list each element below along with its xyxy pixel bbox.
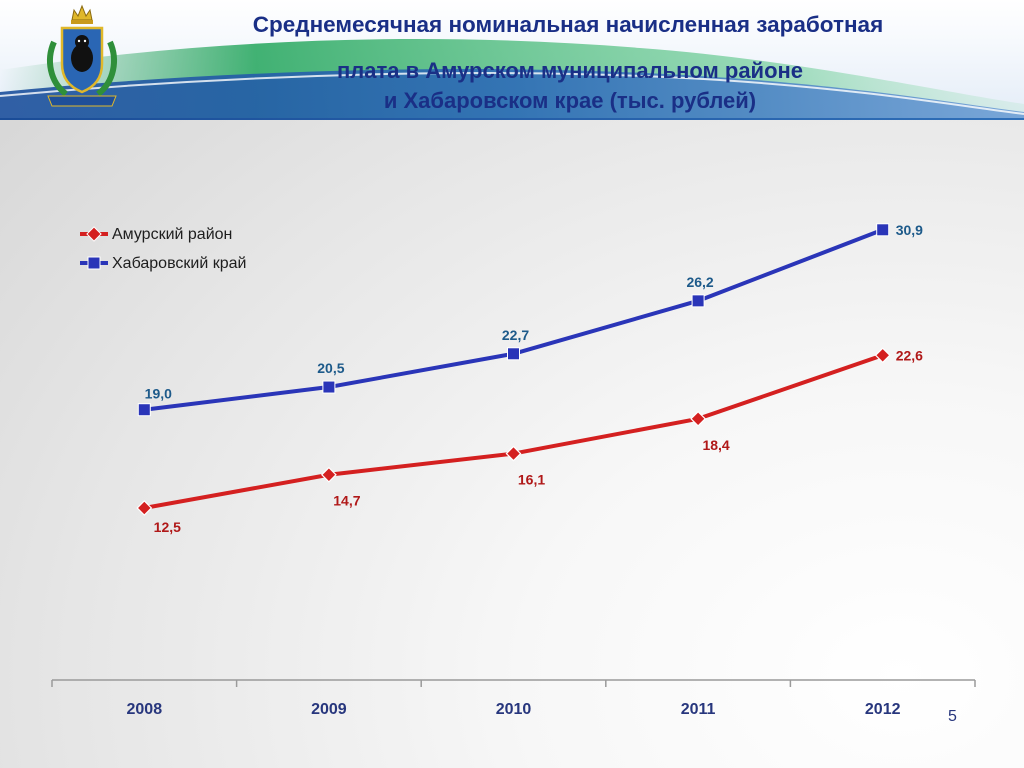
data-label: 20,5 — [317, 360, 344, 376]
coat-of-arms-icon — [47, 4, 117, 107]
data-point-marker — [690, 410, 707, 427]
slide-title-line-3: и Хабаровском крае (тыс. рублей) — [383, 88, 757, 113]
slide-title-line-1: Среднемесячная номинальная начисленная з… — [252, 12, 884, 37]
x-tick-label: 2011 — [681, 701, 716, 718]
data-label: 30,9 — [896, 222, 923, 238]
data-label: 22,6 — [896, 347, 923, 363]
header-wave-decoration — [0, 39, 1024, 120]
legend-label: Амурский район — [112, 226, 232, 243]
data-point-marker — [322, 380, 336, 394]
page-number: 5 — [948, 708, 957, 725]
legend-label: Хабаровский край — [112, 255, 246, 272]
x-tick-label: 2009 — [311, 701, 347, 718]
data-point-marker — [874, 347, 891, 364]
slide-header: Среднемесячная номинальная начисленная з… — [0, 0, 1024, 120]
header-rule — [0, 118, 1024, 120]
data-point-marker — [691, 294, 705, 308]
x-axis: 2008 2009 2010 2011 2012 — [51, 679, 976, 718]
data-point-marker — [137, 403, 151, 417]
legend-marker — [87, 256, 101, 270]
data-point-marker — [320, 466, 337, 483]
x-tick-label: 2008 — [127, 701, 163, 718]
legend-item: Хабаровский край — [80, 255, 246, 272]
series-khabarovsk: 19,0 20,5 22,7 26,2 30,9 — [137, 222, 923, 417]
data-label: 16,1 — [518, 472, 545, 488]
data-label: 18,4 — [702, 437, 729, 453]
chart-series: 12,5 14,7 16,1 18,4 22,6 19,0 20,5 22,7 26,2 30,9 — [136, 222, 923, 535]
data-point-marker — [876, 223, 890, 237]
data-label: 22,7 — [502, 327, 529, 343]
series-amur: 12,5 14,7 16,1 18,4 22,6 — [136, 347, 923, 535]
x-tick-label: 2012 — [865, 701, 901, 718]
data-label: 26,2 — [686, 274, 713, 290]
data-point-marker — [136, 500, 153, 516]
slide-title-line-2: плата в Амурском муниципальном районе — [336, 58, 804, 83]
series-line — [143, 353, 884, 510]
data-label: 12,5 — [154, 519, 181, 535]
data-point-marker — [505, 445, 522, 462]
data-label: 19,0 — [145, 386, 172, 402]
data-label: 14,7 — [333, 493, 360, 509]
x-tick-label: 2010 — [496, 701, 532, 718]
legend-item: Амурский район — [80, 226, 232, 243]
legend-marker — [86, 226, 102, 242]
series-line — [144, 227, 884, 412]
data-point-marker — [507, 347, 520, 361]
chart-legend: Амурский район Хабаровский край — [80, 226, 246, 272]
